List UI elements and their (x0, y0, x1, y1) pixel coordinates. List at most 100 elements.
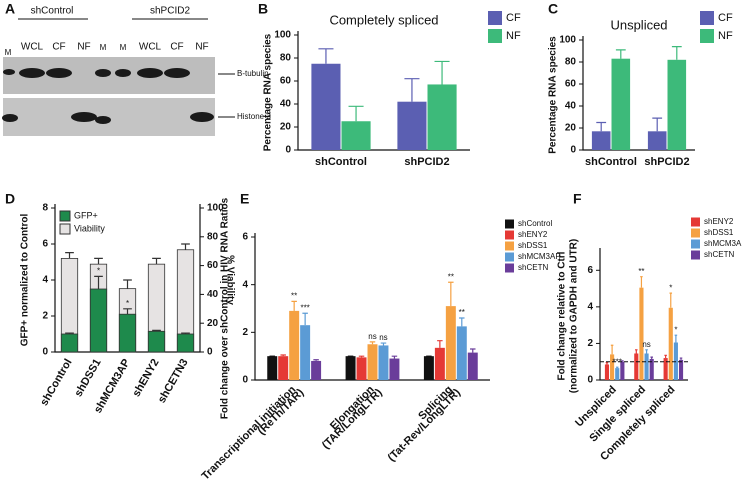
chart-title: Completely spliced (329, 12, 438, 27)
significance-label: ** (638, 267, 644, 276)
y-tick-label: 8 (42, 203, 48, 214)
chart-title: Unspliced (610, 17, 667, 32)
significance-label: ns (379, 333, 387, 342)
significance-label: *** (300, 303, 309, 312)
bar (278, 356, 289, 380)
y-tick-label: 4 (242, 279, 248, 290)
bar (456, 326, 467, 380)
error-bar (348, 105, 364, 122)
y-tick-label: 4 (42, 275, 48, 286)
legend-label: shDSS1 (518, 241, 548, 250)
chart: B Completely spliced 0 20 40 60 80 100Percentag… (258, 1, 521, 168)
significance-label: * (674, 325, 677, 334)
y-tick-label: 2 (242, 327, 248, 338)
bar (423, 356, 434, 380)
y-axis-label: Fold change over shControl in HIV RNA Ra… (220, 197, 231, 419)
error-bar (391, 355, 398, 359)
error-bar (280, 354, 286, 357)
bar (289, 310, 300, 380)
blot-bands (2, 68, 214, 124)
legend-swatch (488, 29, 502, 43)
error-bar (152, 329, 161, 332)
x-tick-label: shPCID2 (404, 156, 449, 168)
legend-label: shControl (518, 219, 552, 228)
error-bar (152, 257, 161, 265)
lane-label: WCL (139, 42, 162, 53)
bar (678, 359, 684, 380)
error-bar (615, 49, 626, 59)
error-bar (652, 117, 663, 132)
legend-label: shCETN (518, 263, 548, 272)
y-tick-label: 80 (565, 57, 577, 68)
lane-label: WCL (21, 42, 44, 53)
lane-label: CF (170, 42, 183, 53)
bar (610, 354, 615, 380)
y2-tick-label: 40 (207, 289, 219, 300)
x-tick-label: shControl (315, 156, 367, 168)
legend-label: NF (506, 30, 521, 42)
error-bar (448, 281, 454, 307)
error-bar (313, 359, 319, 361)
y-tick-label: 20 (280, 122, 292, 133)
error-bar (671, 46, 682, 60)
error-bar (437, 340, 443, 348)
y-tick-label: 6 (42, 239, 48, 250)
marker-label: M (100, 43, 107, 52)
y-tick-label: 80 (280, 53, 292, 64)
legend-swatch (691, 217, 700, 227)
error-bar (470, 348, 476, 353)
bar (89, 288, 108, 353)
band-label: B-tubulin (237, 69, 269, 78)
error-bar (94, 257, 103, 265)
y-tick-label: 2 (42, 311, 48, 322)
error-bar (358, 355, 365, 358)
error-bar (635, 349, 638, 354)
bar (591, 131, 611, 150)
error-bar (645, 349, 648, 354)
y2-tick-label: 80 (207, 231, 219, 242)
y-tick-label: 6 (242, 232, 248, 243)
y-tick-label: 100 (559, 35, 576, 46)
bar (341, 121, 371, 150)
bar (611, 58, 631, 151)
error-bar (123, 279, 132, 289)
chart: F 0 2 4 6 Fold change relative to Ctrl (normal… (557, 191, 742, 463)
error-bar (404, 78, 420, 102)
error-bar (605, 362, 609, 365)
legend-label: shMCM3A (704, 239, 742, 248)
error-bar (679, 357, 683, 360)
y-tick-label: 0 (570, 145, 576, 156)
y-axis-label: Percentage RNA species (263, 33, 274, 151)
bar (434, 347, 445, 380)
significance-label: ns (368, 332, 376, 341)
lane-label: NF (77, 42, 90, 53)
error-bar (669, 292, 673, 308)
error-bar (318, 48, 334, 64)
bar (647, 131, 667, 150)
error-bar (123, 308, 132, 315)
group-label: shPCID2 (150, 6, 190, 17)
y-tick-label: 100 (274, 30, 291, 41)
y-axis-label: GFP+ normalized to Control (20, 214, 31, 347)
panel-letter: C (548, 1, 558, 17)
error-bar (434, 60, 450, 85)
y2-tick-label: 100 (207, 203, 224, 214)
legend-label: shENY2 (518, 230, 548, 239)
bar (427, 84, 457, 150)
legend-swatch (59, 210, 71, 222)
significance-label: ** (448, 272, 454, 281)
legend-swatch (691, 250, 700, 260)
error-bar (94, 275, 103, 289)
y-tick-label: 20 (565, 123, 577, 134)
x-tick-label: shCETN3 (156, 357, 191, 405)
bar (615, 368, 620, 380)
legend-label: GFP+ (74, 210, 98, 220)
significance-label: * (669, 283, 672, 292)
error-bar (674, 334, 678, 343)
blot-image (3, 98, 215, 136)
error-bar (65, 332, 74, 334)
legend-swatch (59, 223, 71, 235)
bar (644, 353, 649, 380)
